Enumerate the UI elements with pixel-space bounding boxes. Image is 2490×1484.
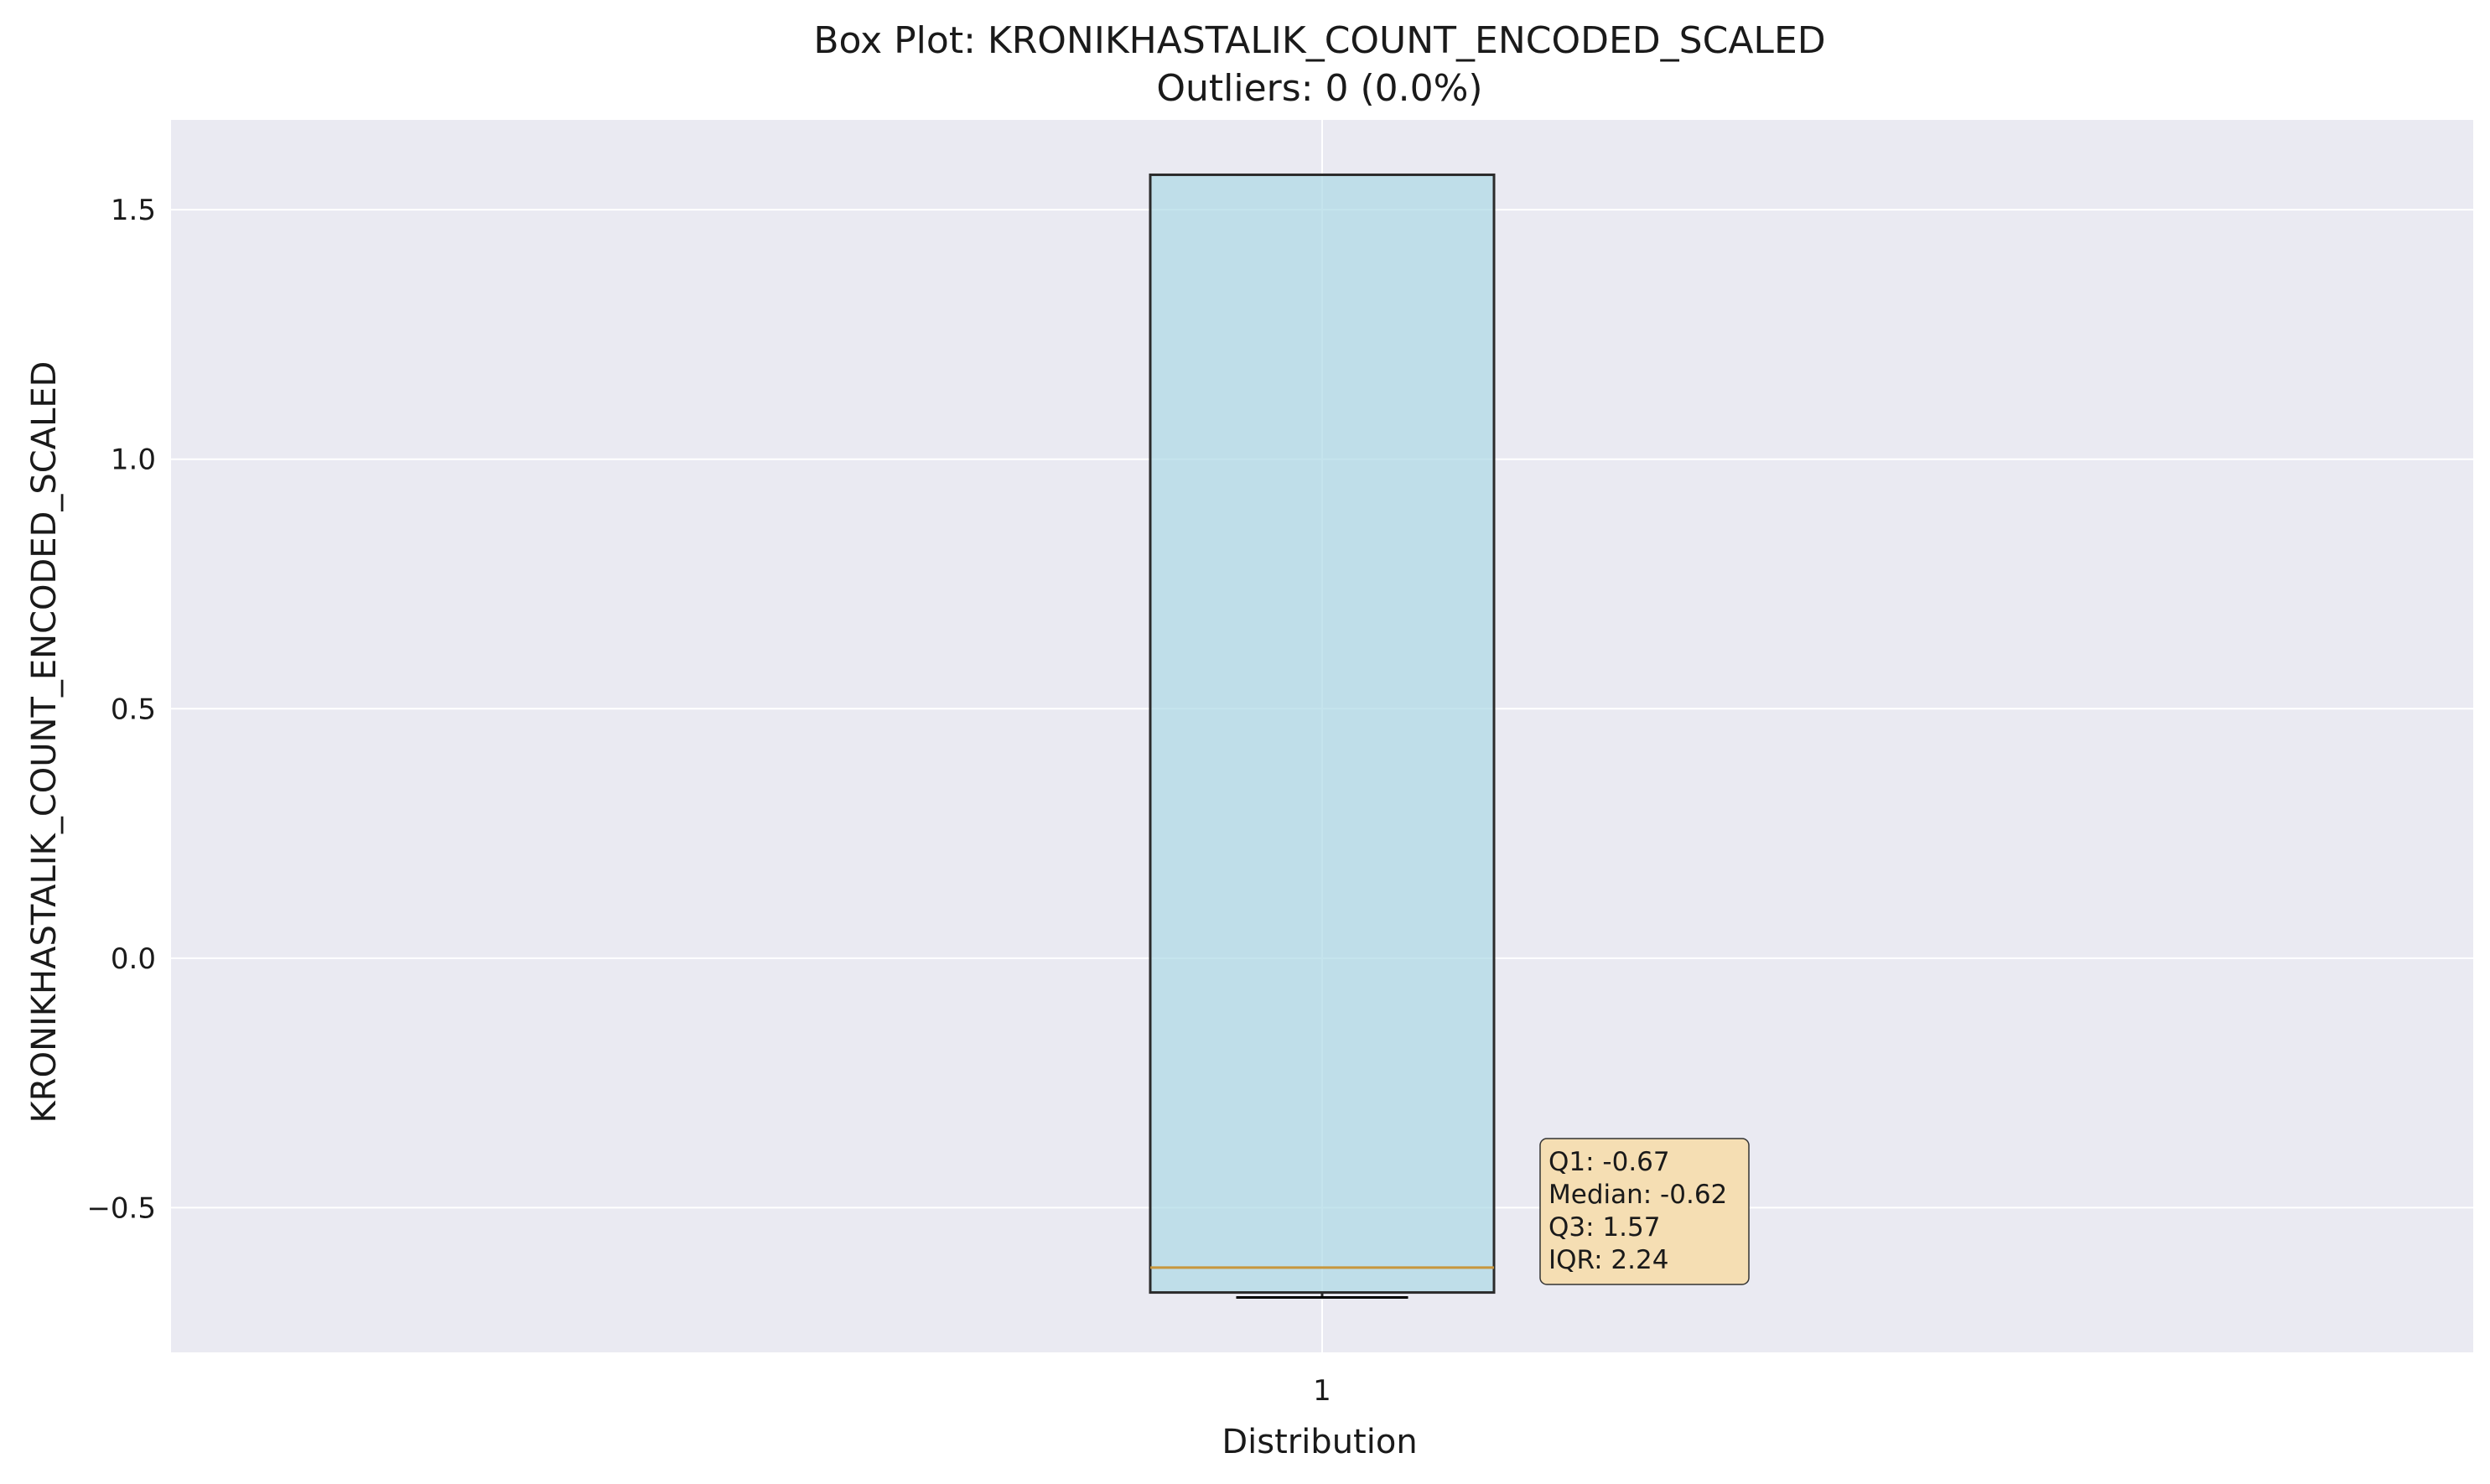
y-axis-label: KRONIKHASTALIK_COUNT_ENCODED_SCALED	[25, 361, 64, 1123]
stats-box	[1539, 1138, 1750, 1285]
stats-q3: Q3: 1.57	[1548, 1212, 1660, 1243]
x-axis-ticks: 1	[1313, 1374, 1331, 1408]
y-tick-label: 1.0	[111, 444, 156, 477]
x-axis-label: Distribution	[1222, 1423, 1417, 1461]
box-series	[1149, 173, 1496, 1300]
stats-median: Median: -0.62	[1548, 1180, 1727, 1210]
y-axis-ticks: −0.5 0.0 0.5 1.0 1.5	[86, 194, 156, 1225]
y-tick-label: 1.5	[111, 194, 156, 227]
y-tick-label: 0.5	[111, 693, 156, 726]
y-tick-label: 0.0	[111, 942, 156, 976]
iqr-box	[1149, 173, 1496, 1295]
chart-title: Box Plot: KRONIKHASTALIK_COUNT_ENCODED_S…	[813, 19, 1825, 62]
stats-q1: Q1: -0.67	[1548, 1147, 1670, 1177]
y-tick-label: −0.5	[86, 1191, 156, 1225]
x-tick-label: 1	[1313, 1374, 1331, 1408]
chart-subtitle: Outliers: 0 (0.0%)	[1156, 67, 1482, 110]
stats-annotation: Q1: -0.67 Median: -0.62 Q3: 1.57 IQR: 2.…	[1539, 1138, 1750, 1285]
stats-iqr: IQR: 2.24	[1548, 1245, 1668, 1275]
